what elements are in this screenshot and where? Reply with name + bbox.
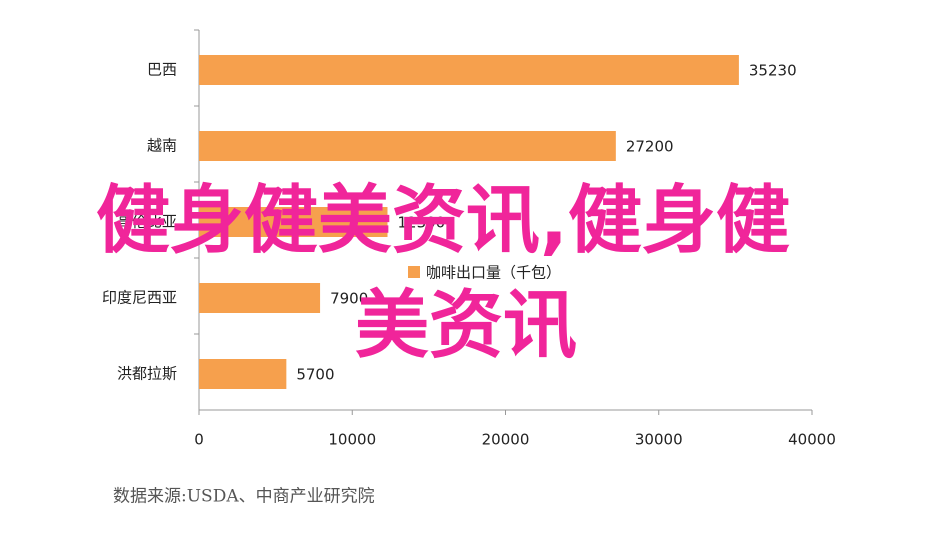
bar — [199, 131, 616, 161]
y-tick-label: 洪都拉斯 — [117, 365, 177, 383]
bar — [199, 283, 321, 313]
y-tick-label: 印度尼西亚 — [102, 289, 177, 307]
legend-swatch — [408, 266, 420, 278]
value-label: 12300 — [397, 214, 445, 232]
x-tick-label: 20000 — [482, 431, 530, 449]
value-label: 5700 — [296, 366, 334, 384]
y-tick-label: 哥伦比亚 — [117, 213, 177, 231]
x-tick-label: 40000 — [788, 431, 836, 449]
bar — [199, 207, 388, 237]
x-tick-label: 10000 — [328, 431, 376, 449]
watermark: 健身健美资讯,健身健 — [96, 178, 790, 264]
bar — [199, 55, 739, 85]
y-tick-label: 巴西 — [147, 61, 177, 79]
value-label: 7900 — [330, 290, 368, 308]
source: 数据来源:USDA、中商产业研究院 — [113, 487, 375, 507]
value-label: 35230 — [749, 62, 797, 80]
bar — [199, 359, 287, 389]
x-tick-label: 0 — [194, 431, 204, 449]
x-tick-label: 30000 — [635, 431, 683, 449]
value-label: 27200 — [626, 138, 674, 156]
y-tick-label: 越南 — [147, 137, 177, 155]
watermark: 美资讯 — [355, 283, 577, 369]
legend-label: 咖啡出口量（千包） — [426, 264, 561, 282]
